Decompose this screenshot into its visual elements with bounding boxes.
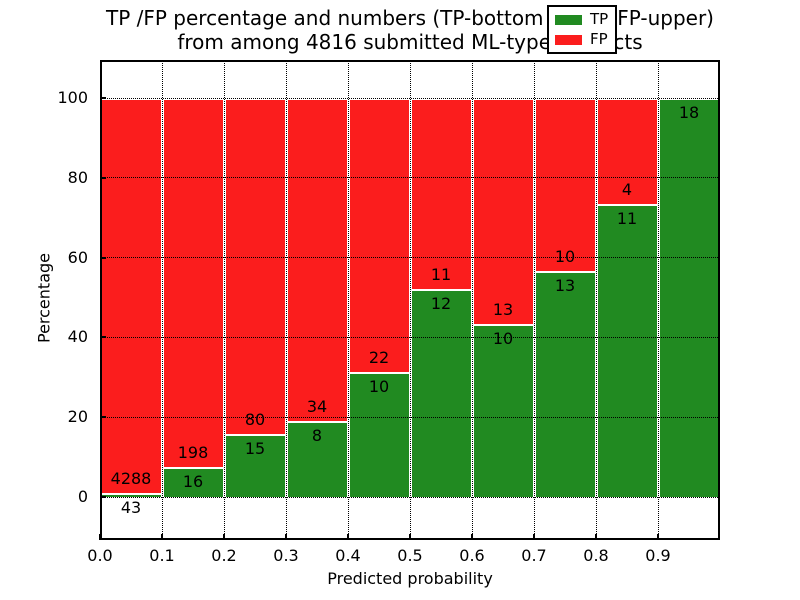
x-tick-label: 0.4 [335, 546, 361, 565]
bar-count-label-fp: 22 [368, 348, 390, 367]
x-tick-mark [223, 534, 225, 540]
bar-count-label-tp: 10 [368, 377, 390, 396]
x-tick-mark [471, 534, 473, 540]
y-tick-mark [100, 336, 106, 339]
bar-count-label-fp: 11 [430, 265, 452, 284]
bar-count-label-tp: 13 [554, 276, 576, 295]
bar-count-label-fp: 13 [492, 300, 514, 319]
y-tick-label: 20 [67, 407, 88, 427]
vertical-gridline [223, 60, 225, 540]
horizontal-gridline [100, 97, 720, 99]
bar-count-label-fp: 10 [554, 247, 576, 266]
legend-label-tp: TP [590, 10, 609, 28]
bar-segment-fp [348, 98, 410, 372]
bar-segment-tp [534, 271, 596, 497]
bar-count-label-fp: 4288 [110, 469, 152, 488]
vertical-gridline [161, 60, 163, 540]
horizontal-gridline [100, 257, 720, 259]
bar-segment-tp [658, 98, 720, 497]
bar-segment-tp [410, 289, 472, 497]
x-tick-label: 0.8 [583, 546, 609, 565]
x-tick-label: 0.9 [645, 546, 671, 565]
x-tick-mark [409, 534, 411, 540]
bar-count-label-tp: 12 [430, 294, 452, 313]
x-tick-mark [657, 534, 659, 540]
legend-swatch-fp-icon [555, 34, 582, 45]
bar-count-label-tp: 11 [616, 209, 638, 228]
y-tick-mark [100, 496, 106, 498]
legend-item-fp: FP [555, 32, 608, 47]
bar-count-label-tp: 10 [492, 329, 514, 348]
x-tick-label: 0.3 [273, 546, 299, 565]
legend-label-fp: FP [590, 30, 608, 48]
x-tick-label: 0.2 [211, 546, 237, 565]
bar-segment-fp [472, 98, 534, 324]
horizontal-gridline [100, 177, 720, 179]
x-tick-mark [99, 534, 101, 540]
x-tick-mark [285, 534, 287, 540]
bar-segment-tp [224, 434, 286, 497]
y-tick-mark [100, 256, 106, 259]
bar-segment-fp [100, 98, 162, 493]
y-tick-label: 100 [57, 88, 88, 107]
bar-count-label-tp: 43 [120, 498, 142, 517]
x-tick-label: 0.1 [149, 546, 175, 565]
vertical-gridline [657, 60, 659, 540]
vertical-gridline [285, 60, 287, 540]
bar-segment-fp [596, 98, 658, 204]
y-tick-mark [100, 176, 106, 179]
y-tick-mark [100, 416, 106, 419]
y-tick-label: 60 [67, 247, 88, 267]
chart-title: TP /FP percentage and numbers (TP-bottom… [100, 6, 720, 54]
bar-segment-fp [162, 98, 224, 467]
x-tick-label: 0.0 [87, 546, 113, 565]
bar-segment-tp [162, 467, 224, 497]
horizontal-gridline [100, 496, 720, 498]
bar-segment-fp [410, 98, 472, 289]
vertical-gridline [471, 60, 473, 540]
bar-count-label-tp: 8 [311, 426, 323, 445]
bar-segment-tp [100, 493, 162, 497]
x-tick-label: 0.5 [397, 546, 423, 565]
vertical-gridline [595, 60, 597, 540]
bar-count-label-tp: 18 [678, 103, 700, 122]
chart-title-line1: TP /FP percentage and numbers (TP-bottom… [106, 6, 714, 30]
y-tick-label: 40 [67, 327, 88, 347]
bar-segment-fp [286, 98, 348, 421]
bar-count-label-fp: 4 [621, 180, 633, 199]
y-tick-mark [100, 97, 106, 99]
bar-segment-tp [286, 421, 348, 497]
bar-segment-tp [596, 204, 658, 497]
legend-item-tp: TP [555, 12, 608, 27]
x-tick-mark [161, 534, 163, 540]
vertical-gridline [347, 60, 349, 540]
bar-count-label-tp: 15 [244, 439, 266, 458]
bar-segment-tp [472, 324, 534, 497]
x-tick-mark [595, 534, 597, 540]
plot-area: 43 4288 16 198 15 80 8 34 10 22 12 11 10 13 13 10 11 4 18 [99, 60, 720, 540]
x-tick-mark [533, 534, 535, 540]
x-tick-label: 0.6 [459, 546, 485, 565]
bar-segment-tp [348, 372, 410, 497]
x-axis-label: Predicted probability [327, 569, 493, 588]
vertical-gridline [533, 60, 535, 540]
chart-title-line2: from among 4816 submitted ML-type contac… [177, 30, 643, 54]
y-tick-label: 0 [77, 487, 88, 506]
vertical-gridline [409, 60, 411, 540]
bar-segment-fp [534, 98, 596, 271]
horizontal-gridline [100, 416, 720, 418]
bar-count-label-fp: 34 [306, 397, 328, 416]
y-tick-label: 80 [67, 167, 88, 187]
legend: TP FP [547, 5, 618, 54]
bar-segment-fp [224, 98, 286, 434]
bar-count-label-fp: 198 [177, 443, 209, 462]
legend-swatch-tp-icon [555, 14, 582, 25]
bar-count-label-tp: 16 [182, 472, 204, 491]
x-tick-label: 0.7 [521, 546, 547, 565]
bar-count-label-fp: 80 [244, 410, 266, 429]
horizontal-gridline [100, 336, 720, 338]
x-tick-mark [347, 534, 349, 540]
